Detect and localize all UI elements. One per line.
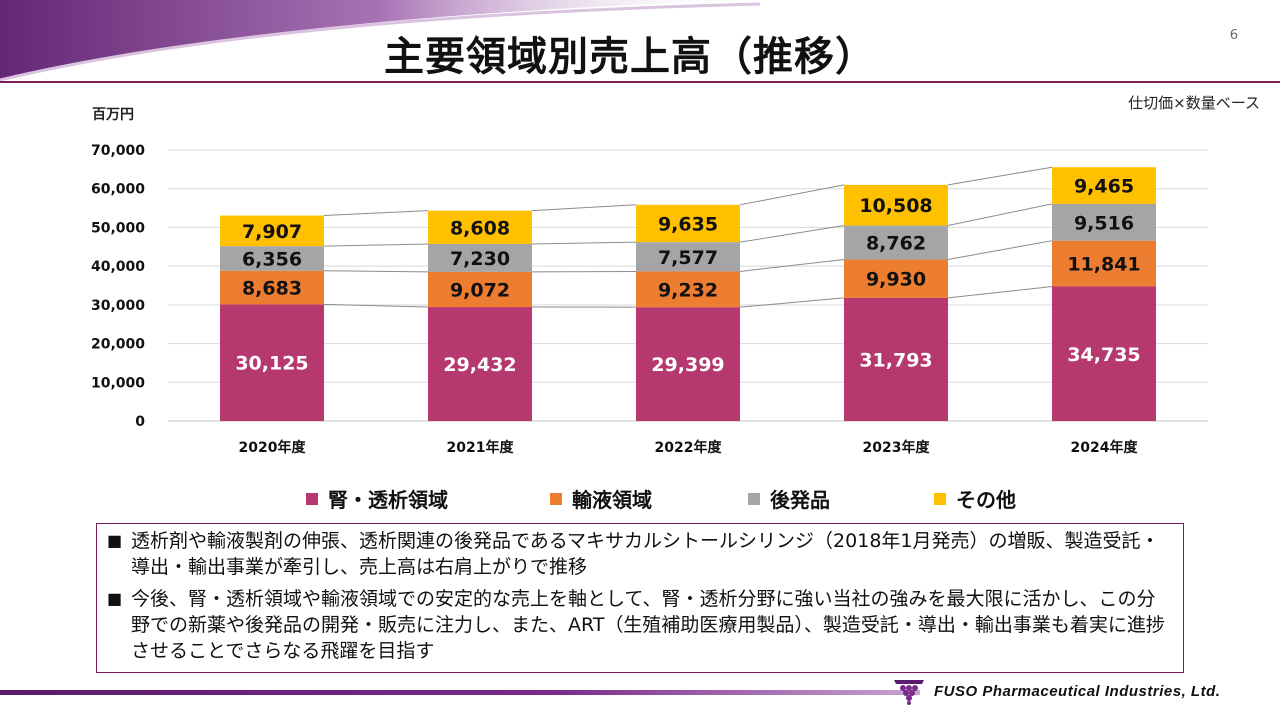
- legend-item: 腎・透析領域: [306, 484, 448, 513]
- y-tick-label: 70,000: [91, 143, 145, 159]
- bar-segment: [428, 210, 532, 244]
- bar-segment: [1052, 167, 1156, 204]
- legend-label: その他: [956, 488, 1016, 512]
- x-tick-label: 2022年度: [655, 439, 723, 456]
- data-label: 9,635: [658, 213, 718, 235]
- x-tick-label: 2020年度: [239, 439, 307, 456]
- legend-swatch: [550, 492, 562, 505]
- legend-swatch: [306, 492, 318, 505]
- series-connector-line: [323, 303, 429, 308]
- note-bullet: ■: [107, 589, 123, 608]
- legend-item: 輸液領域: [550, 484, 652, 513]
- series-connector-line: [947, 240, 1053, 260]
- y-axis-unit: 百万円: [92, 107, 134, 123]
- y-tick-label: 10,000: [91, 375, 145, 391]
- bar-segment: [428, 243, 532, 272]
- data-label: 7,577: [658, 247, 718, 269]
- footer-divider: [0, 690, 920, 695]
- bar-segment: [844, 259, 948, 298]
- title-divider: [0, 81, 1280, 83]
- series-connector-line: [947, 286, 1053, 299]
- data-label: 7,230: [450, 248, 510, 270]
- data-label: 6,356: [242, 248, 302, 270]
- legend-label: 腎・透析領域: [328, 488, 448, 512]
- legend-item: 後発品: [748, 484, 830, 513]
- bar-segment: [220, 215, 324, 247]
- series-connector-line: [739, 184, 845, 206]
- bar-segment: [1052, 286, 1156, 421]
- data-label: 9,465: [1074, 176, 1134, 198]
- bar-segment: [844, 184, 948, 226]
- series-connector-line: [947, 203, 1053, 227]
- data-label: 8,683: [242, 278, 302, 300]
- series-connector-line: [531, 204, 637, 212]
- data-label: 29,399: [651, 354, 724, 376]
- data-label: 11,841: [1067, 254, 1140, 276]
- bar-segment: [220, 270, 324, 305]
- legend-swatch: [934, 492, 946, 505]
- bar-segment: [220, 304, 324, 421]
- legend-item: その他: [934, 484, 1016, 513]
- bar-segment: [428, 271, 532, 308]
- bar-segment: [1052, 240, 1156, 287]
- note-text: 透析剤や輸液製剤の伸張、透析関連の後発品であるマキサカルシトールシリンジ（201…: [131, 530, 1160, 578]
- legend-swatch: [748, 492, 760, 505]
- bar-segment: [844, 225, 948, 260]
- data-label: 7,907: [242, 221, 302, 243]
- x-tick-label: 2023年度: [863, 439, 931, 456]
- bar-segment: [636, 242, 740, 272]
- data-label: 31,793: [859, 349, 932, 371]
- note-item: ■ 透析剤や輸液製剤の伸張、透析関連の後発品であるマキサカルシトールシリンジ（2…: [107, 528, 1173, 580]
- data-label: 8,608: [450, 217, 510, 239]
- data-label: 8,762: [866, 233, 926, 255]
- y-tick-label: 20,000: [91, 337, 145, 353]
- y-tick-label: 50,000: [91, 220, 145, 236]
- data-label: 9,930: [866, 269, 926, 291]
- bar-segment: [636, 204, 740, 243]
- data-label: 29,432: [443, 354, 516, 376]
- series-connector-line: [323, 243, 429, 247]
- series-connector-line: [323, 270, 429, 273]
- stacked-bar-chart: 0 10,000 20,000 30,000 40,000 50,000 60,000 70,…: [91, 143, 1208, 456]
- page-title: 主要領域別売上高（推移）: [384, 34, 876, 80]
- data-label: 9,072: [450, 279, 510, 301]
- series-connector-line: [947, 166, 1053, 186]
- bar-segment: [844, 297, 948, 421]
- series-connector-line: [739, 297, 845, 308]
- header-swoosh: [0, 0, 760, 82]
- bar-segment: [636, 307, 740, 421]
- company-logo: FUSO Pharmaceutical Industries, Ltd.: [892, 676, 1220, 706]
- bar-segment: [220, 246, 324, 271]
- bar-segment: [428, 307, 532, 421]
- chart-legend: 腎・透析領域 輸液領域 後発品 その他: [0, 484, 1280, 514]
- company-name: FUSO Pharmaceutical Industries, Ltd.: [934, 682, 1221, 700]
- data-label: 9,232: [658, 279, 718, 301]
- y-tick-label: 60,000: [91, 182, 145, 198]
- legend-label: 後発品: [770, 488, 830, 512]
- data-label: 10,508: [859, 195, 932, 217]
- x-tick-label: 2021年度: [447, 439, 515, 456]
- y-tick-label: 40,000: [91, 259, 145, 275]
- data-label: 9,516: [1074, 212, 1134, 234]
- bar-segment: [636, 271, 740, 308]
- y-tick-label: 0: [135, 414, 145, 430]
- note-text: 今後、腎・透析領域や輸液領域での安定的な売上を軸として、腎・透析分野に強い当社の…: [131, 588, 1165, 662]
- series-connector-line: [739, 258, 845, 272]
- series-connector-line: [739, 225, 845, 243]
- note-item: ■ 今後、腎・透析領域や輸液領域での安定的な売上を軸として、腎・透析分野に強い当…: [107, 586, 1173, 664]
- basis-note: 仕切価×数量ベース: [1128, 94, 1260, 112]
- page-number: 6: [1229, 28, 1238, 43]
- note-bullet: ■: [107, 531, 123, 550]
- bar-segment: [1052, 203, 1156, 241]
- y-tick-label: 30,000: [91, 298, 145, 314]
- series-connector-line: [531, 241, 637, 245]
- data-label: 30,125: [235, 353, 308, 375]
- legend-label: 輸液領域: [572, 488, 652, 512]
- notes-box: ■ 透析剤や輸液製剤の伸張、透析関連の後発品であるマキサカルシトールシリンジ（2…: [96, 523, 1184, 673]
- grape-logo-icon: [894, 680, 924, 705]
- data-label: 34,735: [1067, 344, 1140, 366]
- x-tick-label: 2024年度: [1071, 439, 1139, 456]
- series-connector-line: [323, 210, 429, 217]
